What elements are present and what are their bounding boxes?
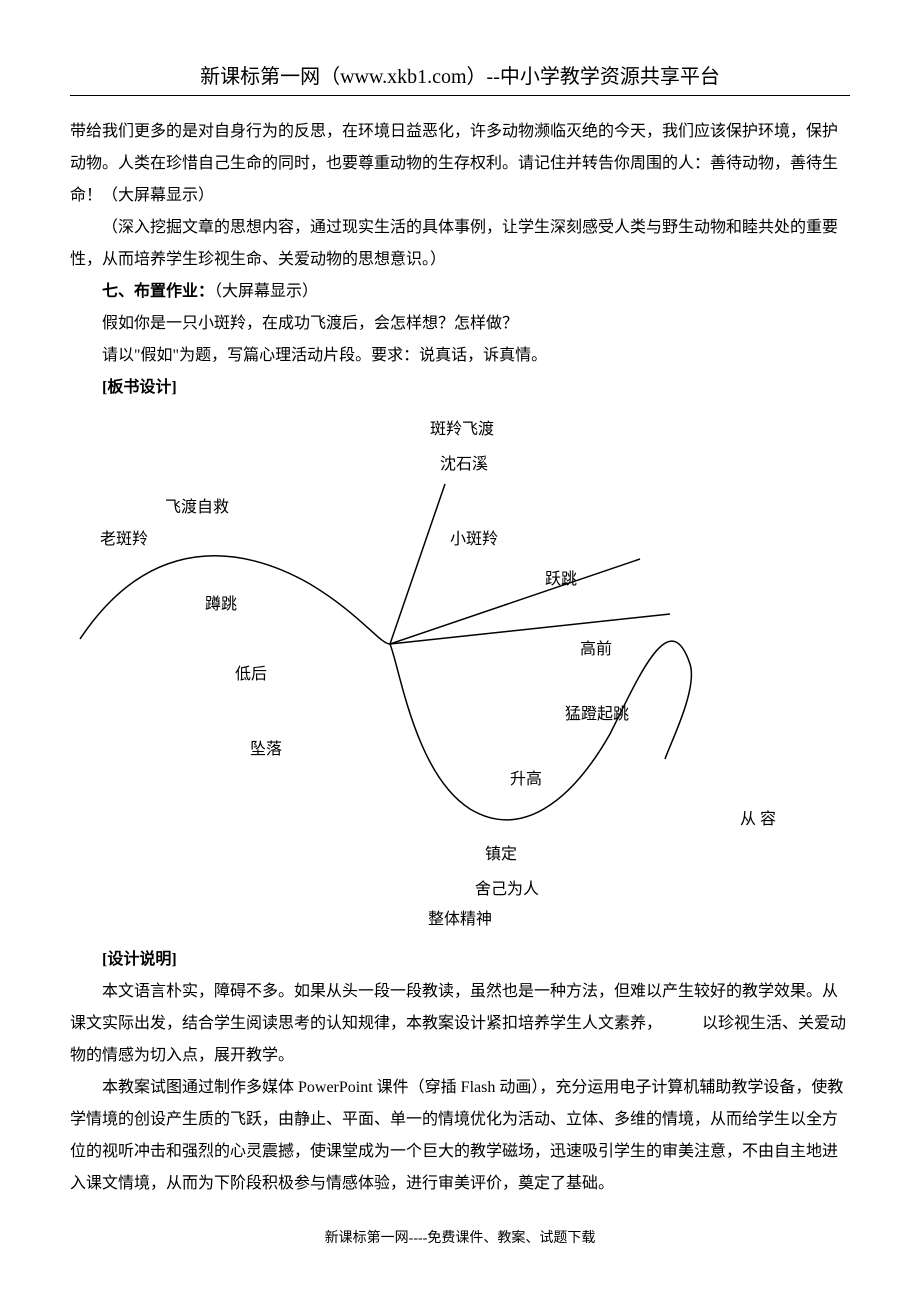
diagram-label-congrong: 从 容 [740,804,776,836]
paragraph-5: 本文语言朴实，障碍不多。如果从头一段一段教读，虽然也是一种方法，但难以产生较好的… [70,976,850,1072]
diagram-label-xiaobanling: 小斑羚 [450,524,498,556]
diagram-label-yuetiao: 跃跳 [545,564,577,596]
main-content: 带给我们更多的是对自身行为的反思，在环境日益恶化，许多动物濒临灭绝的今天，我们应… [70,116,850,1200]
paragraph-3: 假如你是一只小斑羚，在成功飞渡后，会怎样想？怎样做？ [70,308,850,340]
design-explain-heading: [设计说明] [70,944,850,976]
page-header: 新课标第一网（www.xkb1.com）--中小学教学资源共享平台 [70,60,850,96]
heading-7: 七、布置作业：（大屏幕显示） [70,276,850,308]
diagram-label-zhending: 镇定 [485,839,517,871]
diagram-label-zhuiluo: 坠落 [250,734,282,766]
diagram-label-feidu: 飞渡自救 [165,492,229,524]
page-footer: 新课标第一网----免费课件、教案、试题下载 [0,1227,920,1247]
heading-7-tail: （大屏幕显示） [214,283,318,300]
diagram-bottom-label: 整体精神 [70,904,850,936]
diagram-label-mengdeng: 猛蹬起跳 [565,699,629,731]
paragraph-1: 带给我们更多的是对自身行为的反思，在环境日益恶化，许多动物濒临灭绝的今天，我们应… [70,116,850,212]
diagram-label-sheji: 舍己为人 [475,874,539,906]
paragraph-2: （深入挖掘文章的思想内容，通过现实生活的具体事例，让学生深刻感受人类与野生动物和… [70,212,850,276]
diagram-label-cuntao: 蹲跳 [205,589,237,621]
board-diagram: 斑羚飞渡沈石溪飞渡自救老斑羚 小斑羚蹲跳 跃跳低后 高前坠落 猛蹬起跳升高从 容镇定舍己… [70,404,850,904]
diagram-label-author: 沈石溪 [440,449,488,481]
heading-7-label: 七、布置作业： [102,283,214,300]
board-design-heading: [板书设计] [70,372,850,404]
diagram-label-title: 斑羚飞渡 [430,414,494,446]
paragraph-6: 本教案试图通过制作多媒体 PowerPoint 课件（穿插 Flash 动画），… [70,1072,850,1200]
diagram-label-shenggao: 升高 [510,764,542,796]
diagram-label-dihou: 低后 [235,659,267,691]
paragraph-4: 请以"假如"为题，写篇心理活动片段。要求：说真话，诉真情。 [70,340,850,372]
diagram-label-laobanling: 老斑羚 [100,524,148,556]
diagram-label-gaoqian: 高前 [580,634,612,666]
